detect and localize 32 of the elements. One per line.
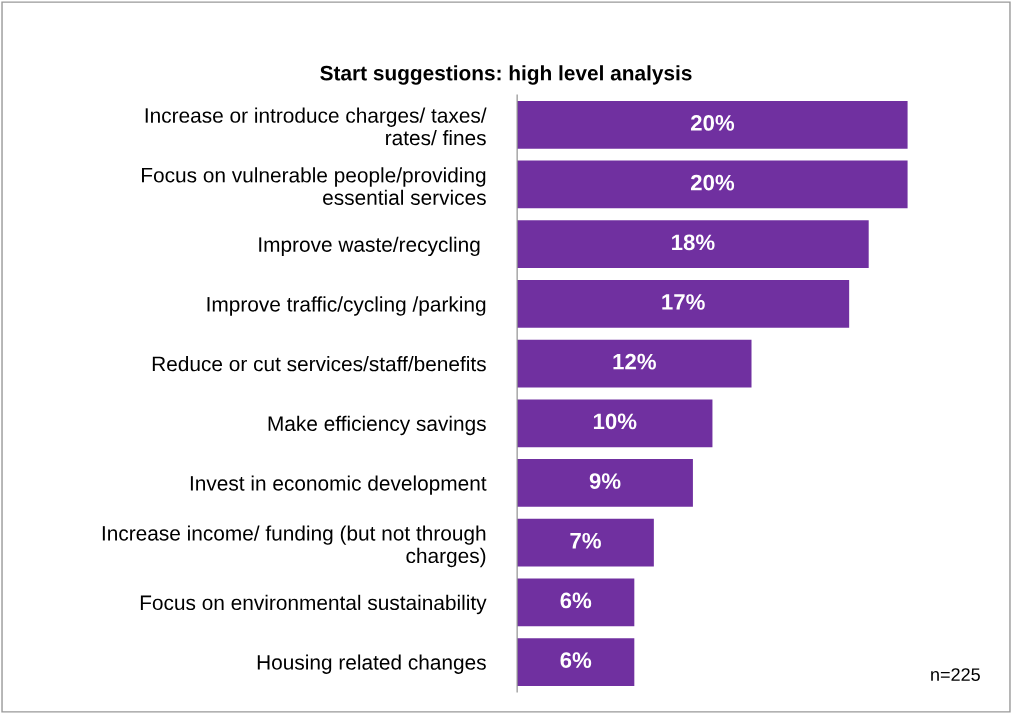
y-tick-label: Invest in economic development bbox=[190, 475, 487, 495]
y-tick-label: Improve waste/recycling bbox=[259, 236, 480, 257]
data-label: 20% bbox=[690, 174, 735, 191]
data-label: 18% bbox=[672, 234, 715, 251]
data-label: 12% bbox=[613, 353, 656, 370]
y-tick-label: Focus on environmental sustainability bbox=[140, 594, 487, 615]
bar bbox=[517, 459, 693, 507]
bar bbox=[517, 638, 635, 686]
data-label: 6% bbox=[560, 592, 592, 609]
data-label: 17% bbox=[662, 294, 705, 310]
bar bbox=[517, 280, 850, 328]
data-label: 10% bbox=[593, 413, 637, 430]
bar bbox=[517, 578, 635, 627]
data-label: 6% bbox=[560, 652, 592, 668]
data-label: 7% bbox=[570, 532, 601, 549]
bar bbox=[517, 160, 908, 209]
bar bbox=[517, 339, 752, 388]
bar bbox=[517, 518, 654, 567]
y-tick-label: Reduce or cut services/staff/benefits bbox=[152, 356, 486, 372]
bar bbox=[517, 220, 869, 269]
y-tick-label: Improve traffic/cycling /parking bbox=[207, 296, 486, 316]
y-tick-label: Increase or introduce charges/ taxes/ rates/ fines bbox=[145, 107, 487, 146]
y-tick-label: Make efficiency savings bbox=[268, 415, 486, 436]
chart-title: Start suggestions: high level analysis bbox=[320, 65, 692, 85]
bar bbox=[517, 399, 713, 448]
y-tick-label: Housing related changes bbox=[257, 654, 486, 674]
data-label: 9% bbox=[589, 473, 621, 489]
y-tick-label: Focus on vulnerable people/providing essential services bbox=[142, 167, 486, 205]
y-tick-label: Increase income/ funding (but not through charges) bbox=[102, 525, 486, 568]
text: n=225 bbox=[931, 668, 980, 681]
bar bbox=[517, 100, 908, 149]
data-label: 20% bbox=[690, 115, 735, 131]
